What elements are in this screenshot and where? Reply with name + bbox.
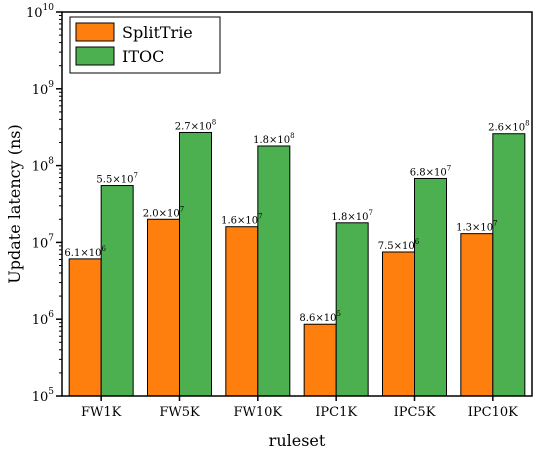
legend-label-splittrie: SplitTrie — [122, 23, 193, 42]
data-label-splittrie-fw10k: 1.6×107 — [221, 213, 262, 227]
axes-layer: FW1K FW5K FW10K IPC1K IPC5K IPC10K 105 106 107 10… — [26, 3, 518, 420]
legend-label-itoc: ITOC — [122, 47, 164, 66]
data-label-itoc-ipc1k: 1.8×107 — [331, 209, 372, 223]
y-tick-label-1e9: 109 — [32, 80, 55, 98]
bars-layer — [68, 131, 526, 397]
legend-swatch-itoc — [75, 46, 115, 66]
data-label-itoc-fw5k: 2.7×108 — [175, 118, 216, 132]
data-label-splittrie-fw1k: 6.1×106 — [64, 245, 106, 259]
bar-itoc-ipc5k — [414, 177, 447, 397]
bar-splittrie-ipc5k — [382, 251, 415, 397]
plot-area-frame — [61, 11, 533, 397]
data-label-itoc-fw1k: 5.5×107 — [96, 172, 137, 186]
bar-itoc-fw5k — [179, 131, 212, 397]
bar-splittrie-fw10k — [225, 226, 259, 397]
bar-itoc-ipc1k — [335, 222, 369, 397]
x-tick-label-ipc5k: IPC5K — [394, 405, 436, 420]
bar-itoc-ipc10k — [492, 133, 526, 397]
x-tick-label-ipc10k: IPC10K — [468, 405, 518, 420]
bar-splittrie-fw5k — [147, 218, 180, 397]
bar-itoc-fw1k — [100, 185, 134, 397]
y-tick-label-1e6: 106 — [32, 310, 55, 328]
data-label-itoc-ipc5k: 6.8×107 — [410, 164, 451, 178]
data-labels-layer: 6.1×106 5.5×107 2.0×107 2.7×108 1.6×107 1.8×1… — [64, 118, 529, 324]
y-tick-label-1e7: 107 — [32, 233, 55, 251]
data-label-splittrie-fw5k: 2.0×107 — [143, 205, 184, 219]
y-tick-label-1e8: 108 — [32, 157, 55, 175]
legend: SplitTrie ITOC — [69, 16, 221, 74]
y-tick-label-1e10: 1010 — [26, 3, 54, 21]
data-label-splittrie-ipc1k: 8.6×105 — [299, 310, 340, 324]
data-label-itoc-ipc10k: 2.6×108 — [488, 120, 529, 134]
x-tick-label-fw10k: FW10K — [234, 405, 283, 420]
y-axis-title: Update latency (ns) — [5, 124, 24, 283]
legend-swatch-splittrie — [75, 22, 115, 42]
bar-splittrie-ipc1k — [303, 323, 337, 397]
x-tick-label-fw5k: FW5K — [159, 405, 200, 420]
x-tick-label-ipc1k: IPC1K — [315, 405, 357, 420]
data-label-itoc-fw10k: 1.8×108 — [253, 132, 294, 146]
data-label-splittrie-ipc5k: 7.5×106 — [378, 238, 420, 252]
x-tick-label-fw1k: FW1K — [81, 405, 122, 420]
bar-itoc-fw10k — [257, 145, 291, 397]
data-label-splittrie-ipc10k: 1.3×107 — [456, 220, 497, 234]
y-tick-label-1e5: 105 — [32, 387, 55, 405]
x-axis-title: ruleset — [269, 431, 326, 450]
bar-splittrie-ipc10k — [460, 233, 494, 397]
bar-splittrie-fw1k — [68, 258, 102, 397]
